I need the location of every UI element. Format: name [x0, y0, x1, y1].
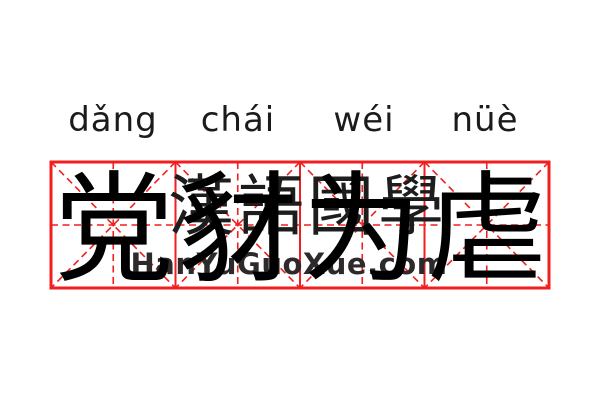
mizige-grid	[49, 160, 551, 290]
watermark-url-text: HanYuGuoXue.com	[130, 247, 448, 281]
hanzi-character-1: 党	[54, 161, 174, 300]
pinyin-syllable-1: dǎng	[68, 100, 158, 140]
pinyin-syllable-4: nüè	[451, 100, 519, 140]
hanzi-character-2: 豺	[178, 161, 298, 300]
hanzi-character-4: 虐	[427, 161, 547, 300]
watermark-cjk-text: 漢語國學	[168, 168, 448, 245]
pinyin-syllable-3: wéi	[333, 100, 395, 140]
pinyin-syllable-2: chái	[200, 100, 276, 140]
hanzi-character-3: 为	[302, 161, 422, 300]
